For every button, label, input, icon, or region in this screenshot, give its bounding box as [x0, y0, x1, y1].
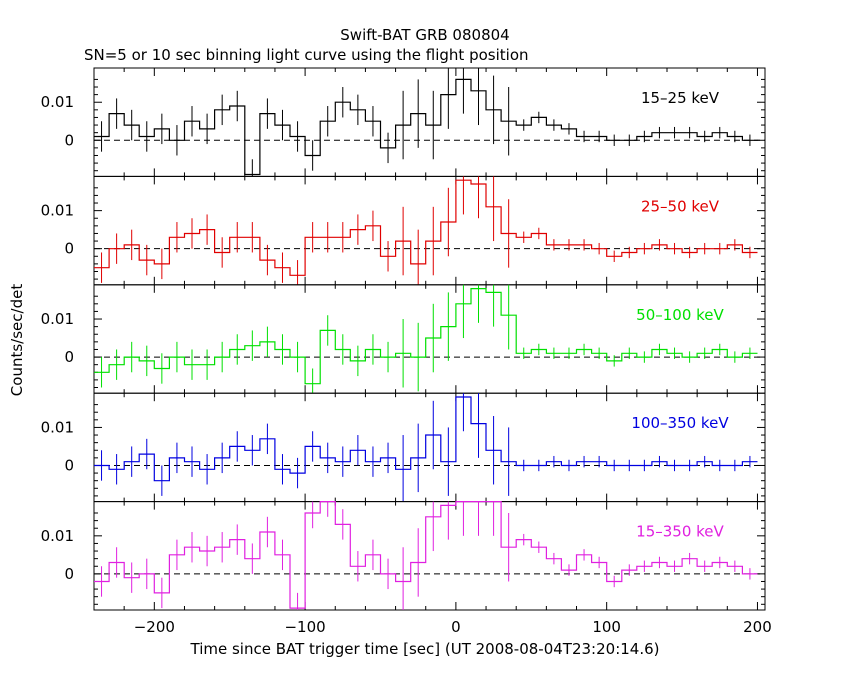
- band-label: 50–100 keV: [636, 306, 724, 324]
- y-tick-label: 0: [64, 456, 74, 474]
- band-label: 100–350 keV: [631, 414, 729, 432]
- panel-stack: 0 0.01 15–25 keV 0 0.01 25–50 keV 0 0.01 50–100 …: [41, 67, 766, 611]
- x-tick-label: 200: [743, 618, 772, 636]
- y-tick-label: 0.01: [41, 202, 74, 220]
- panel-frame: [93, 284, 766, 394]
- panel-4: 0 0.01 100–350 keV: [41, 392, 766, 503]
- panel-3: 0 0.01 50–100 keV: [41, 284, 766, 394]
- x-tick-label: −100: [284, 618, 325, 636]
- panel-1: 0 0.01 15–25 keV: [41, 67, 766, 177]
- y-tick-label: 0.01: [41, 93, 74, 111]
- y-tick-label: 0.01: [41, 418, 74, 436]
- light-curve-steps: [94, 396, 758, 482]
- panel-frame: [93, 392, 766, 503]
- panel-frame: [93, 175, 766, 286]
- chart-subtitle: SN=5 or 10 sec binning light curve using…: [84, 46, 529, 64]
- light-curve-steps: [94, 288, 758, 385]
- band-label: 25–50 keV: [641, 197, 720, 215]
- x-tick-label: 100: [592, 618, 621, 636]
- y-tick-label: 0: [64, 131, 74, 149]
- light-curve-steps: [94, 179, 758, 276]
- y-tick-label: 0.01: [41, 310, 74, 328]
- panel-5: 0 0.01 15–350 keV: [41, 501, 766, 611]
- y-tick-label: 0: [64, 565, 74, 583]
- band-label: 15–25 keV: [641, 89, 720, 107]
- x-tick-label: −200: [134, 618, 175, 636]
- y-tick-label: 0: [64, 240, 74, 258]
- y-tick-label: 0: [64, 348, 74, 366]
- y-axis-label: Counts/sec/det: [8, 284, 26, 397]
- x-tick-labels: −200 −100 0 100 200: [134, 618, 772, 636]
- band-label: 15–350 keV: [636, 523, 724, 541]
- panel-frame: [93, 67, 766, 177]
- light-curve-steps: [94, 78, 758, 176]
- panel-2: 0 0.01 25–50 keV: [41, 175, 766, 286]
- light-curve-steps: [94, 501, 758, 609]
- y-tick-label: 0.01: [41, 527, 74, 545]
- panel-frame: [93, 501, 766, 611]
- chart-title: Swift-BAT GRB 080804: [340, 26, 509, 44]
- x-axis-label: Time since BAT trigger time [sec] (UT 20…: [190, 640, 660, 658]
- x-tick-label: 0: [451, 618, 461, 636]
